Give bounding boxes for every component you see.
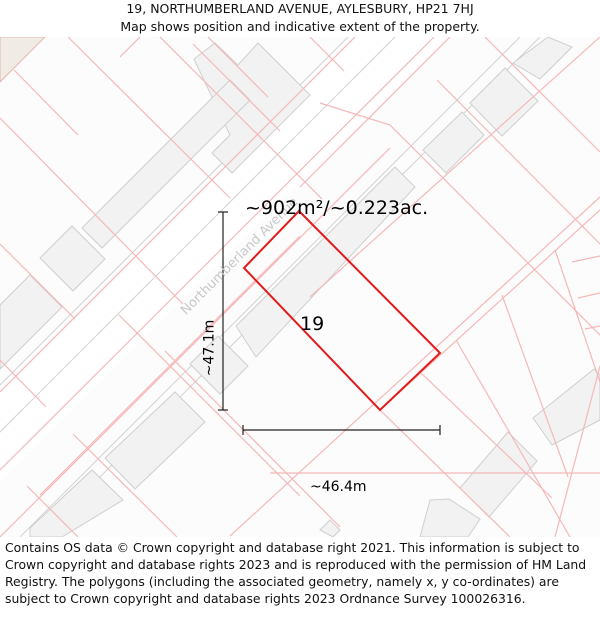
parcel-boundaries [0, 37, 600, 537]
property-address: 19, NORTHUMBERLAND AVENUE, AYLESBURY, HP… [126, 1, 474, 16]
attribution-text: Contains OS data © Crown copyright and d… [5, 540, 587, 606]
plot-number-label: 19 [300, 313, 325, 335]
attribution-footer: Contains OS data © Crown copyright and d… [5, 539, 597, 607]
property-map[interactable]: Northumberland Avenue ~902m²/~0.223ac. 1… [0, 37, 600, 537]
map-header: 19, NORTHUMBERLAND AVENUE, AYLESBURY, HP… [0, 0, 600, 37]
map-subtitle: Map shows position and indicative extent… [120, 19, 480, 34]
height-dimension-label: ~47.1m [201, 319, 218, 377]
land-area [0, 37, 46, 83]
dimension-lines [218, 211, 441, 435]
property-boundary[interactable] [242, 209, 442, 412]
width-dimension-label: ~46.4m [310, 479, 367, 495]
map-canvas [0, 37, 600, 537]
area-label: ~902m²/~0.223ac. [245, 197, 429, 219]
